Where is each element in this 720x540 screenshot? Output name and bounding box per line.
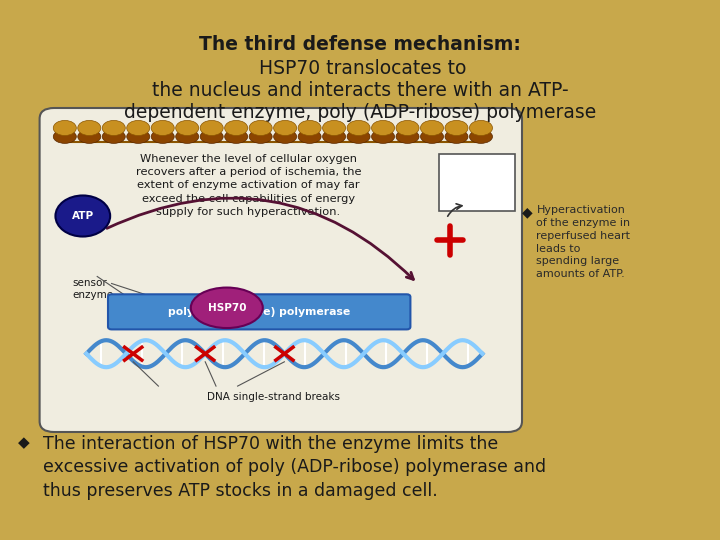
- Ellipse shape: [323, 120, 346, 136]
- Ellipse shape: [151, 130, 174, 143]
- Ellipse shape: [200, 120, 223, 136]
- Text: an energy
deficit
develops: an energy deficit develops: [451, 166, 504, 201]
- Ellipse shape: [298, 120, 321, 136]
- Text: The interaction of HSP70 with the enzyme limits the
excessive activation of poly: The interaction of HSP70 with the enzyme…: [43, 435, 546, 500]
- Ellipse shape: [200, 130, 223, 143]
- Ellipse shape: [420, 130, 444, 143]
- Ellipse shape: [78, 120, 101, 136]
- Text: ◆: ◆: [18, 435, 30, 450]
- Text: Hyperactivation
of the enzyme in
reperfused heart
leads to
spending large
amount: Hyperactivation of the enzyme in reperfu…: [536, 205, 631, 279]
- Ellipse shape: [102, 120, 125, 136]
- Text: poly (ADP-ribose) polymerase: poly (ADP-ribose) polymerase: [168, 307, 351, 317]
- Ellipse shape: [323, 130, 346, 143]
- Ellipse shape: [469, 130, 492, 143]
- FancyBboxPatch shape: [439, 154, 515, 211]
- Text: sensor
enzyme: sensor enzyme: [72, 278, 113, 300]
- Ellipse shape: [102, 130, 125, 143]
- FancyArrowPatch shape: [448, 204, 462, 216]
- Text: HSP70 translocates to
the nucleus and interacts there with an ATP-
dependent enz: HSP70 translocates to the nucleus and in…: [124, 59, 596, 123]
- Ellipse shape: [347, 130, 370, 143]
- Ellipse shape: [396, 130, 419, 143]
- Text: ATP: ATP: [72, 211, 94, 221]
- Ellipse shape: [469, 120, 492, 136]
- Text: The third defense mechanism:: The third defense mechanism:: [199, 35, 521, 54]
- Ellipse shape: [127, 120, 150, 136]
- Ellipse shape: [78, 130, 101, 143]
- Text: ◆: ◆: [522, 205, 533, 219]
- Ellipse shape: [445, 120, 468, 136]
- Ellipse shape: [225, 130, 248, 143]
- Ellipse shape: [176, 130, 199, 143]
- Ellipse shape: [176, 120, 199, 136]
- Ellipse shape: [151, 120, 174, 136]
- Circle shape: [55, 195, 110, 237]
- Ellipse shape: [191, 287, 263, 328]
- Ellipse shape: [127, 130, 150, 143]
- Text: DNA single-strand breaks: DNA single-strand breaks: [207, 392, 340, 402]
- Text: HSP70: HSP70: [207, 303, 246, 313]
- Ellipse shape: [347, 120, 370, 136]
- FancyArrowPatch shape: [107, 198, 413, 279]
- Ellipse shape: [53, 120, 76, 136]
- Ellipse shape: [372, 120, 395, 136]
- Ellipse shape: [53, 130, 76, 143]
- Ellipse shape: [274, 120, 297, 136]
- Ellipse shape: [372, 130, 395, 143]
- FancyBboxPatch shape: [40, 108, 522, 432]
- Ellipse shape: [225, 120, 248, 136]
- Ellipse shape: [396, 120, 419, 136]
- Ellipse shape: [420, 120, 444, 136]
- Ellipse shape: [249, 130, 272, 143]
- Ellipse shape: [274, 130, 297, 143]
- Ellipse shape: [445, 130, 468, 143]
- Text: Whenever the level of cellular oxygen
recovers after a period of ischemia, the
e: Whenever the level of cellular oxygen re…: [135, 154, 361, 217]
- Ellipse shape: [249, 120, 272, 136]
- FancyBboxPatch shape: [108, 294, 410, 329]
- Ellipse shape: [298, 130, 321, 143]
